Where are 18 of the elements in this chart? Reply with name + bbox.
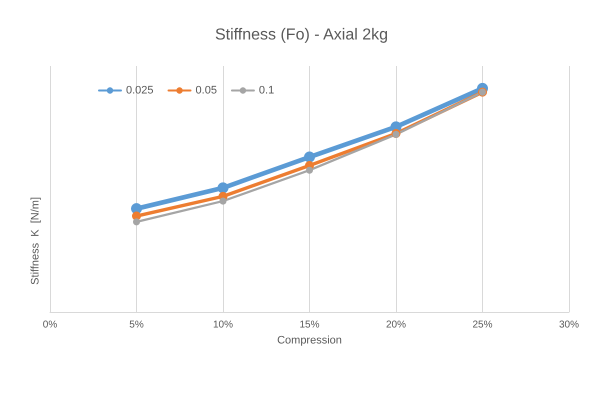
chart-title: Stiffness (Fo) - Axial 2kg: [214, 26, 388, 44]
point: [133, 218, 140, 226]
x-tick-label: 5%: [129, 320, 144, 330]
x-tick-label: 15%: [299, 320, 320, 330]
y-axis-title: Stiffness K [N/m]: [30, 196, 42, 285]
x-axis-title: Compression: [277, 334, 342, 346]
x-tick-label: 25%: [472, 320, 493, 330]
legend-label: 0.05: [196, 84, 217, 96]
x-tick-label: 30%: [558, 320, 580, 330]
x-tick-label: 10%: [212, 320, 234, 330]
point: [306, 166, 313, 174]
point: [304, 152, 315, 163]
x-tick-label: 20%: [386, 320, 406, 330]
legend-label: 0.025: [126, 84, 154, 96]
x-tick-label: 0%: [42, 320, 58, 330]
point: [218, 182, 228, 194]
point: [220, 198, 226, 205]
legend-label: 0.1: [258, 84, 274, 96]
